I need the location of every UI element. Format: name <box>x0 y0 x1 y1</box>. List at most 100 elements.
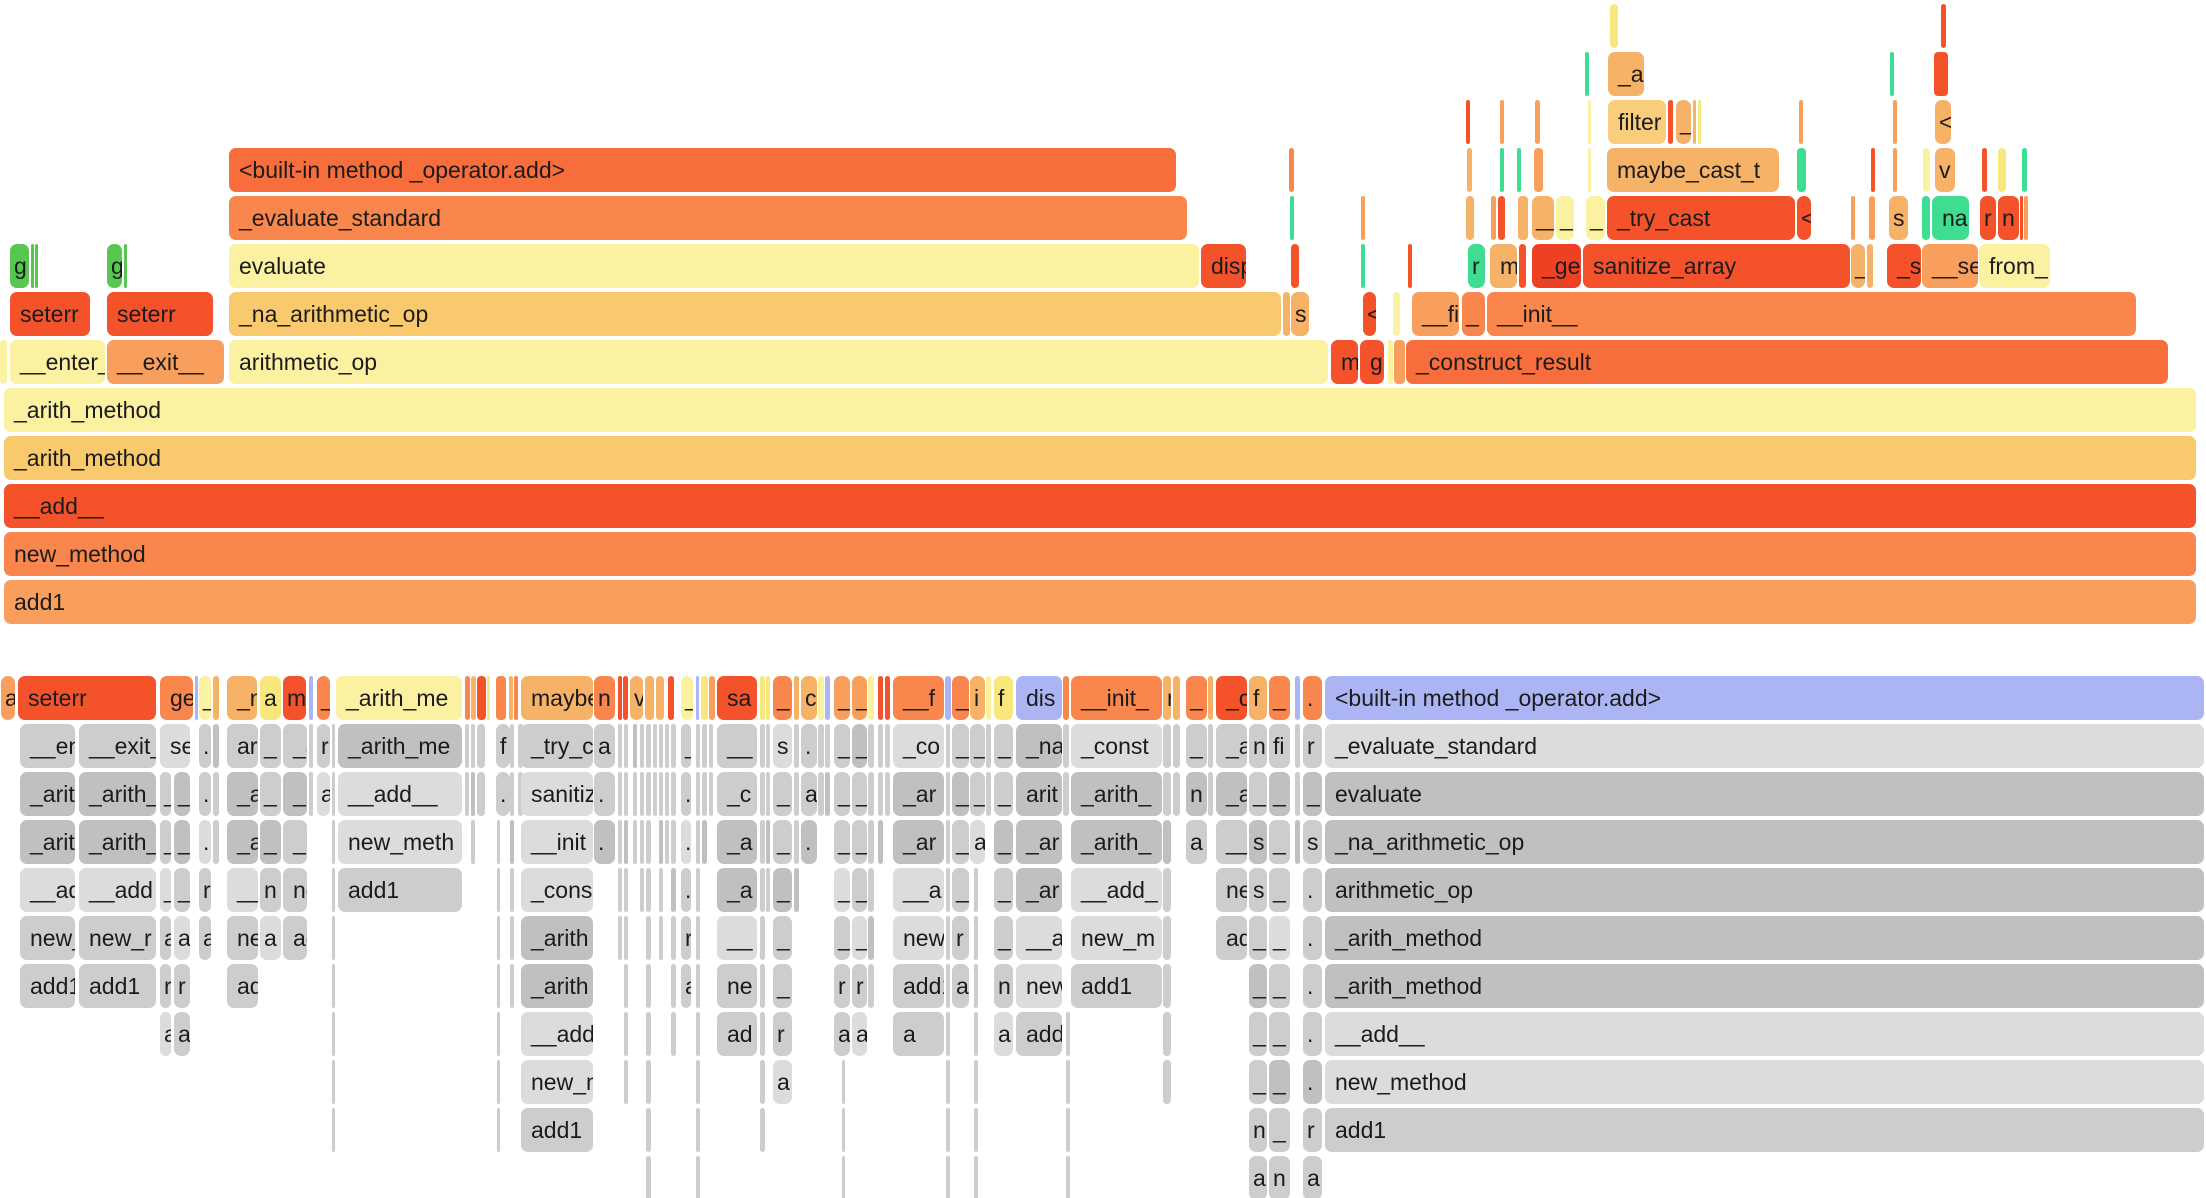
caller-frame[interactable]: __ <box>227 868 258 912</box>
caller-frame[interactable]: _ <box>834 916 850 960</box>
flame-frame[interactable] <box>1698 100 1701 144</box>
caller-frame[interactable]: r <box>773 1012 792 1056</box>
caller-frame[interactable]: _arith_ <box>1071 772 1162 816</box>
flame-frame[interactable] <box>1518 196 1528 240</box>
caller-frame[interactable] <box>471 820 475 864</box>
caller-frame[interactable]: a <box>174 1012 190 1056</box>
flame-frame[interactable] <box>1585 52 1589 96</box>
flame-frame[interactable] <box>1535 100 1540 144</box>
caller-frame[interactable]: . <box>1303 1060 1322 1104</box>
caller-frame[interactable] <box>309 724 313 768</box>
flame-frame[interactable] <box>1519 244 1526 288</box>
caller-frame[interactable] <box>618 772 622 816</box>
leaf-frame[interactable]: f <box>1249 676 1267 720</box>
caller-frame[interactable] <box>646 1108 651 1152</box>
flame-frame[interactable]: r <box>1468 244 1485 288</box>
caller-frame[interactable] <box>766 772 770 816</box>
caller-frame[interactable] <box>1163 724 1171 768</box>
caller-frame[interactable] <box>618 820 622 864</box>
caller-frame[interactable] <box>332 724 335 768</box>
leaf-frame[interactable]: v <box>630 676 643 720</box>
caller-frame[interactable]: _ <box>952 772 969 816</box>
caller-frame[interactable]: _ <box>834 772 850 816</box>
flame-frame[interactable] <box>1922 196 1930 240</box>
flame-frame[interactable]: new_method <box>4 532 2196 576</box>
caller-frame[interactable] <box>659 916 663 960</box>
flame-frame[interactable]: disp <box>1201 244 1246 288</box>
leaf-frame[interactable]: seterr <box>18 676 156 720</box>
leaf-frame[interactable] <box>656 676 664 720</box>
caller-frame[interactable]: a <box>681 964 691 1008</box>
caller-frame[interactable] <box>646 820 651 864</box>
caller-frame[interactable]: . <box>199 820 211 864</box>
caller-frame[interactable]: _arith_ <box>79 772 156 816</box>
caller-frame[interactable]: _ <box>852 916 867 960</box>
caller-frame[interactable]: r <box>681 916 691 960</box>
leaf-frame[interactable]: . <box>1303 676 1322 720</box>
flame-frame[interactable]: __enter__ <box>10 340 105 384</box>
caller-frame[interactable]: a <box>199 916 211 960</box>
selected-leaf-frame[interactable]: dis <box>1016 676 1062 720</box>
caller-frame[interactable]: _ <box>260 820 281 864</box>
flame-frame[interactable] <box>1923 148 1930 192</box>
caller-frame[interactable]: _na <box>1016 724 1062 768</box>
flame-frame[interactable] <box>1500 100 1504 144</box>
caller-frame[interactable]: a <box>952 964 969 1008</box>
flame-frame[interactable] <box>31 244 34 288</box>
caller-frame[interactable] <box>696 820 700 864</box>
caller-frame[interactable]: _ <box>1249 964 1267 1008</box>
caller-frame[interactable] <box>624 820 628 864</box>
caller-frame[interactable]: a <box>260 916 281 960</box>
caller-frame[interactable] <box>794 820 799 864</box>
caller-frame[interactable]: _ <box>994 916 1013 960</box>
caller-frame[interactable]: . <box>681 868 691 912</box>
flame-frame[interactable]: m <box>1490 244 1517 288</box>
flame-frame[interactable]: maybe_cast_t <box>1607 148 1779 192</box>
caller-frame[interactable] <box>633 772 637 816</box>
caller-frame[interactable] <box>471 724 475 768</box>
caller-frame[interactable] <box>794 724 799 768</box>
caller-frame[interactable]: _arith_method <box>1325 916 2204 960</box>
flame-frame[interactable] <box>0 340 7 384</box>
caller-frame[interactable]: _cons <box>521 868 593 912</box>
caller-frame[interactable]: r <box>1303 1108 1322 1152</box>
caller-frame[interactable] <box>213 724 219 768</box>
caller-frame[interactable]: a <box>594 724 615 768</box>
caller-frame[interactable] <box>760 964 765 1008</box>
flame-frame[interactable]: _arith_method <box>4 388 2196 432</box>
caller-frame[interactable] <box>760 1012 765 1056</box>
flame-frame[interactable] <box>1869 196 1875 240</box>
caller-frame[interactable]: ac <box>283 916 307 960</box>
caller-frame[interactable]: _ <box>160 820 171 864</box>
caller-frame[interactable] <box>671 772 676 816</box>
caller-frame[interactable] <box>946 1012 950 1056</box>
leaf-frame[interactable]: _ <box>681 676 693 720</box>
flame-frame[interactable] <box>1941 4 1946 48</box>
flame-frame[interactable] <box>1388 340 1393 384</box>
caller-frame[interactable]: _ <box>283 772 307 816</box>
caller-frame[interactable]: _ <box>1269 1108 1290 1152</box>
leaf-frame[interactable] <box>514 676 518 720</box>
caller-frame[interactable] <box>497 964 500 1008</box>
caller-frame[interactable]: _ <box>260 724 281 768</box>
caller-frame[interactable] <box>671 820 676 864</box>
caller-frame[interactable] <box>1208 724 1213 768</box>
caller-frame[interactable]: n <box>1269 1156 1290 1198</box>
caller-frame[interactable]: new_method <box>1325 1060 2204 1104</box>
flame-frame[interactable]: na <box>1932 196 1969 240</box>
caller-frame[interactable] <box>842 1060 845 1104</box>
caller-frame[interactable] <box>332 1012 335 1056</box>
flame-frame[interactable] <box>1867 244 1873 288</box>
caller-frame[interactable] <box>974 1108 978 1152</box>
caller-frame[interactable] <box>825 772 830 816</box>
caller-frame[interactable] <box>878 724 883 768</box>
caller-frame[interactable] <box>665 772 669 816</box>
leaf-frame[interactable] <box>825 676 830 720</box>
flame-frame[interactable]: add1 <box>4 580 2196 624</box>
caller-frame[interactable]: a <box>174 916 190 960</box>
caller-frame[interactable] <box>974 916 978 960</box>
caller-frame[interactable] <box>696 964 700 1008</box>
caller-frame[interactable]: a <box>1249 1156 1267 1198</box>
leaf-frame[interactable]: sa <box>717 676 757 720</box>
caller-frame[interactable] <box>696 1156 700 1198</box>
